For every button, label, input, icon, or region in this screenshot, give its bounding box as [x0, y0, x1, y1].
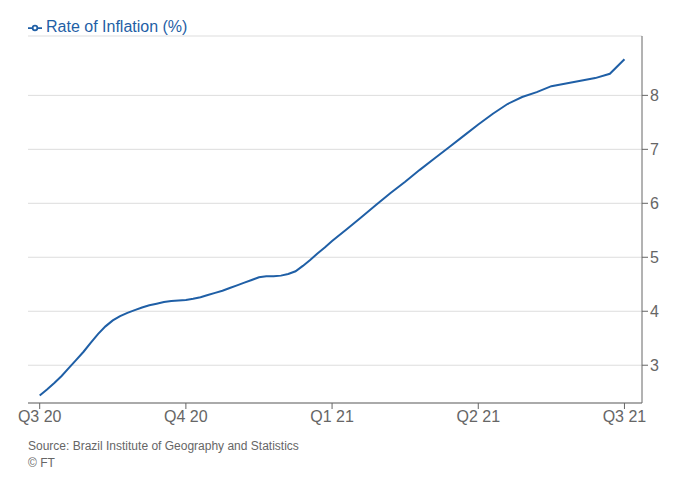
svg-text:Q1 21: Q1 21	[310, 408, 354, 425]
html-text:Source: Brazil Institute of Ge: Source: Brazil Institute of Geography an…	[28, 439, 299, 453]
svg-text:5: 5	[650, 249, 659, 266]
html-text:Rate of Inflation (%): Rate of Inflation (%)	[46, 18, 188, 35]
svg-text:Q3 21: Q3 21	[603, 408, 647, 425]
svg-text:Q2 21: Q2 21	[456, 408, 500, 425]
svg-text:4: 4	[650, 303, 659, 320]
svg-text:Q3 20: Q3 20	[18, 408, 62, 425]
svg-text:3: 3	[650, 357, 659, 374]
svg-text:Q4 20: Q4 20	[164, 408, 208, 425]
svg-text:6: 6	[650, 195, 659, 212]
svg-text:7: 7	[650, 141, 659, 158]
svg-text:8: 8	[650, 87, 659, 104]
html-text:© FT: © FT	[28, 456, 55, 470]
